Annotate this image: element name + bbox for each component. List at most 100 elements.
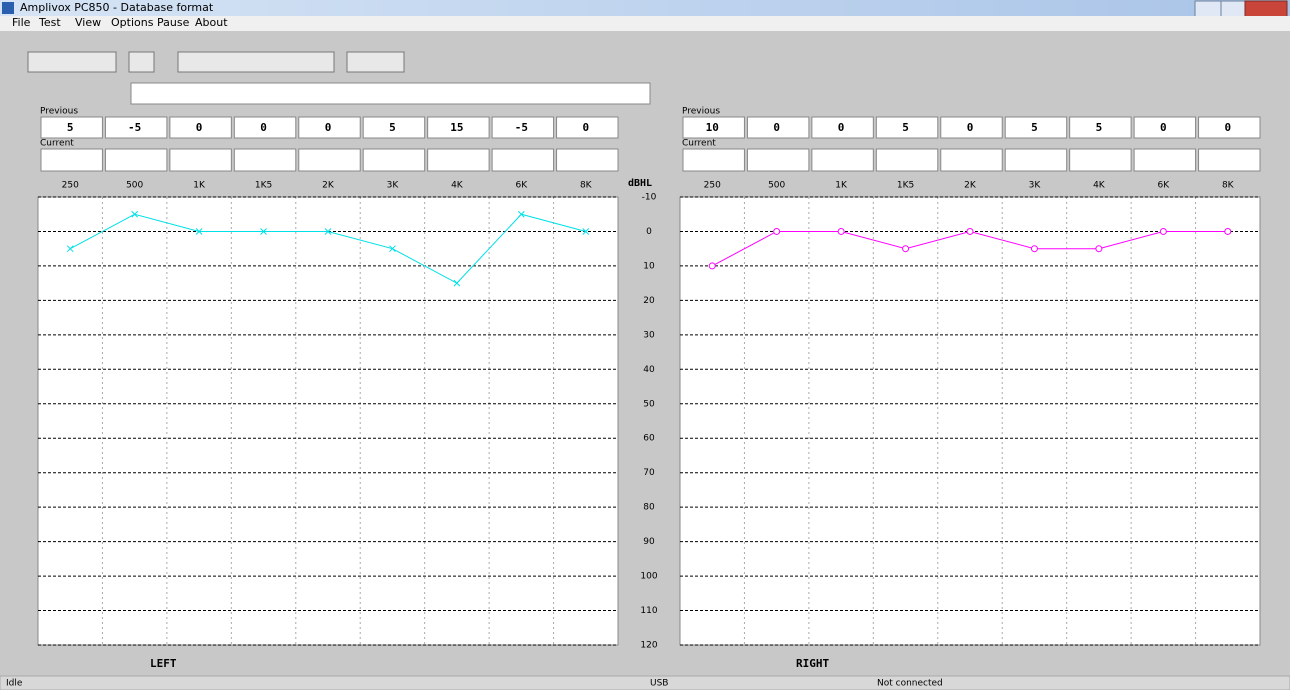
frequency-label: 4K — [451, 181, 464, 191]
previous-value: 5 — [1031, 121, 1038, 134]
y-tick-label: 100 — [640, 572, 657, 582]
previous-box — [682, 116, 745, 139]
marker-x — [131, 210, 139, 218]
marker-o — [1095, 245, 1103, 253]
marker-o — [837, 227, 845, 235]
menu-item[interactable]: File — [12, 16, 31, 29]
current-box[interactable] — [1069, 148, 1132, 172]
previous-box — [1069, 116, 1132, 139]
previous-box — [1004, 116, 1068, 139]
previous-value: 5 — [67, 121, 74, 134]
status-bar — [0, 675, 1290, 690]
menu-item[interactable]: Test — [38, 16, 61, 29]
frequency-label: 3K — [387, 181, 400, 191]
frequency-label: 1K5 — [897, 181, 914, 191]
previous-box — [556, 116, 619, 139]
previous-box — [40, 116, 103, 139]
chart-title: LEFT — [150, 657, 177, 670]
previous-value: 15 — [450, 121, 463, 134]
sound-button[interactable] — [128, 51, 155, 73]
current-box[interactable] — [1133, 148, 1197, 172]
marker-o — [1224, 227, 1232, 235]
left-plot-area — [37, 196, 619, 646]
frequency-label: 3K — [1029, 181, 1042, 191]
previous-value: -5 — [515, 121, 528, 134]
current-box[interactable] — [1198, 148, 1261, 172]
menu-item[interactable]: Options — [111, 16, 154, 29]
file-buttons[interactable] — [27, 51, 117, 73]
previous-label: Previous — [682, 107, 720, 117]
previous-value: 0 — [582, 121, 589, 134]
previous-box — [104, 116, 168, 139]
marker-x — [453, 279, 461, 287]
current-box[interactable] — [233, 148, 297, 172]
previous-box — [362, 116, 426, 139]
previous-value: -5 — [128, 121, 141, 134]
current-box[interactable] — [169, 148, 232, 172]
current-box[interactable] — [298, 148, 361, 172]
y-axis-label: dBHL — [628, 178, 652, 189]
previous-box — [1198, 116, 1261, 139]
current-box[interactable] — [746, 148, 810, 172]
previous-box — [811, 116, 874, 139]
patient-field[interactable] — [130, 82, 651, 105]
previous-box — [746, 116, 810, 139]
current-box[interactable] — [811, 148, 874, 172]
frequency-label: 500 — [768, 181, 785, 191]
previous-value: 0 — [260, 121, 267, 134]
y-tick-label: 110 — [640, 606, 657, 616]
frequency-label: 6K — [516, 181, 529, 191]
current-box[interactable] — [556, 148, 619, 172]
current-box[interactable] — [362, 148, 426, 172]
previous-value: 0 — [1224, 121, 1231, 134]
current-box[interactable] — [940, 148, 1003, 172]
current-box[interactable] — [40, 148, 103, 172]
current-box[interactable] — [427, 148, 490, 172]
previous-value: 5 — [1096, 121, 1103, 134]
marker-x — [582, 228, 590, 235]
chart-title: RIGHT — [796, 657, 829, 670]
current-box[interactable] — [1004, 148, 1068, 172]
y-tick-label: -10 — [642, 193, 657, 203]
menu-item[interactable]: About — [195, 16, 228, 29]
current-box[interactable] — [491, 148, 555, 172]
previous-box — [169, 116, 232, 139]
previous-value: 0 — [967, 121, 974, 134]
marker-o — [966, 227, 974, 235]
y-tick-label: 20 — [643, 296, 655, 306]
marker-o — [1030, 245, 1038, 253]
current-label: Current — [682, 139, 716, 149]
y-tick-label: 80 — [643, 503, 655, 513]
frequency-label: 8K — [580, 181, 593, 191]
current-box[interactable] — [682, 148, 745, 172]
menu-item[interactable]: Pause — [157, 16, 190, 29]
marker-x — [389, 245, 396, 253]
status-text: Idle — [6, 679, 23, 689]
marker-x — [66, 245, 74, 253]
title-bar — [0, 0, 1290, 16]
previous-value: 5 — [389, 121, 396, 134]
minimize-button[interactable] — [1194, 0, 1222, 18]
current-label: Current — [40, 139, 74, 149]
view-buttons[interactable] — [346, 51, 405, 73]
marker-o — [1159, 227, 1167, 235]
frequency-label: 2K — [964, 181, 977, 191]
previous-box — [875, 116, 939, 139]
previous-box — [427, 116, 490, 139]
current-box[interactable] — [104, 148, 168, 172]
frequency-label: 500 — [126, 181, 143, 191]
maximize-button[interactable] — [1220, 0, 1246, 18]
toolbar-buttons — [27, 51, 405, 73]
mode-buttons[interactable] — [177, 51, 335, 73]
close-button[interactable] — [1244, 0, 1288, 18]
right-plot-area — [679, 196, 1261, 646]
current-box[interactable] — [875, 148, 939, 172]
menu-item[interactable]: View — [75, 16, 101, 29]
y-tick-label: 0 — [646, 227, 652, 237]
marker-x — [260, 228, 267, 235]
marker-x — [195, 228, 203, 235]
marker-o — [708, 262, 716, 270]
y-tick-label: 30 — [643, 330, 655, 340]
previous-value: 0 — [325, 121, 332, 134]
